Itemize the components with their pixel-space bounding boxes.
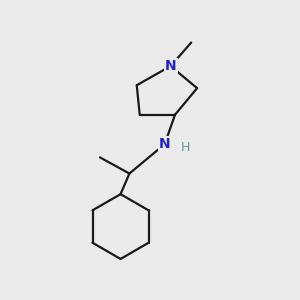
Text: H: H — [181, 141, 190, 154]
Text: N: N — [159, 137, 170, 151]
Text: N: N — [165, 59, 176, 73]
